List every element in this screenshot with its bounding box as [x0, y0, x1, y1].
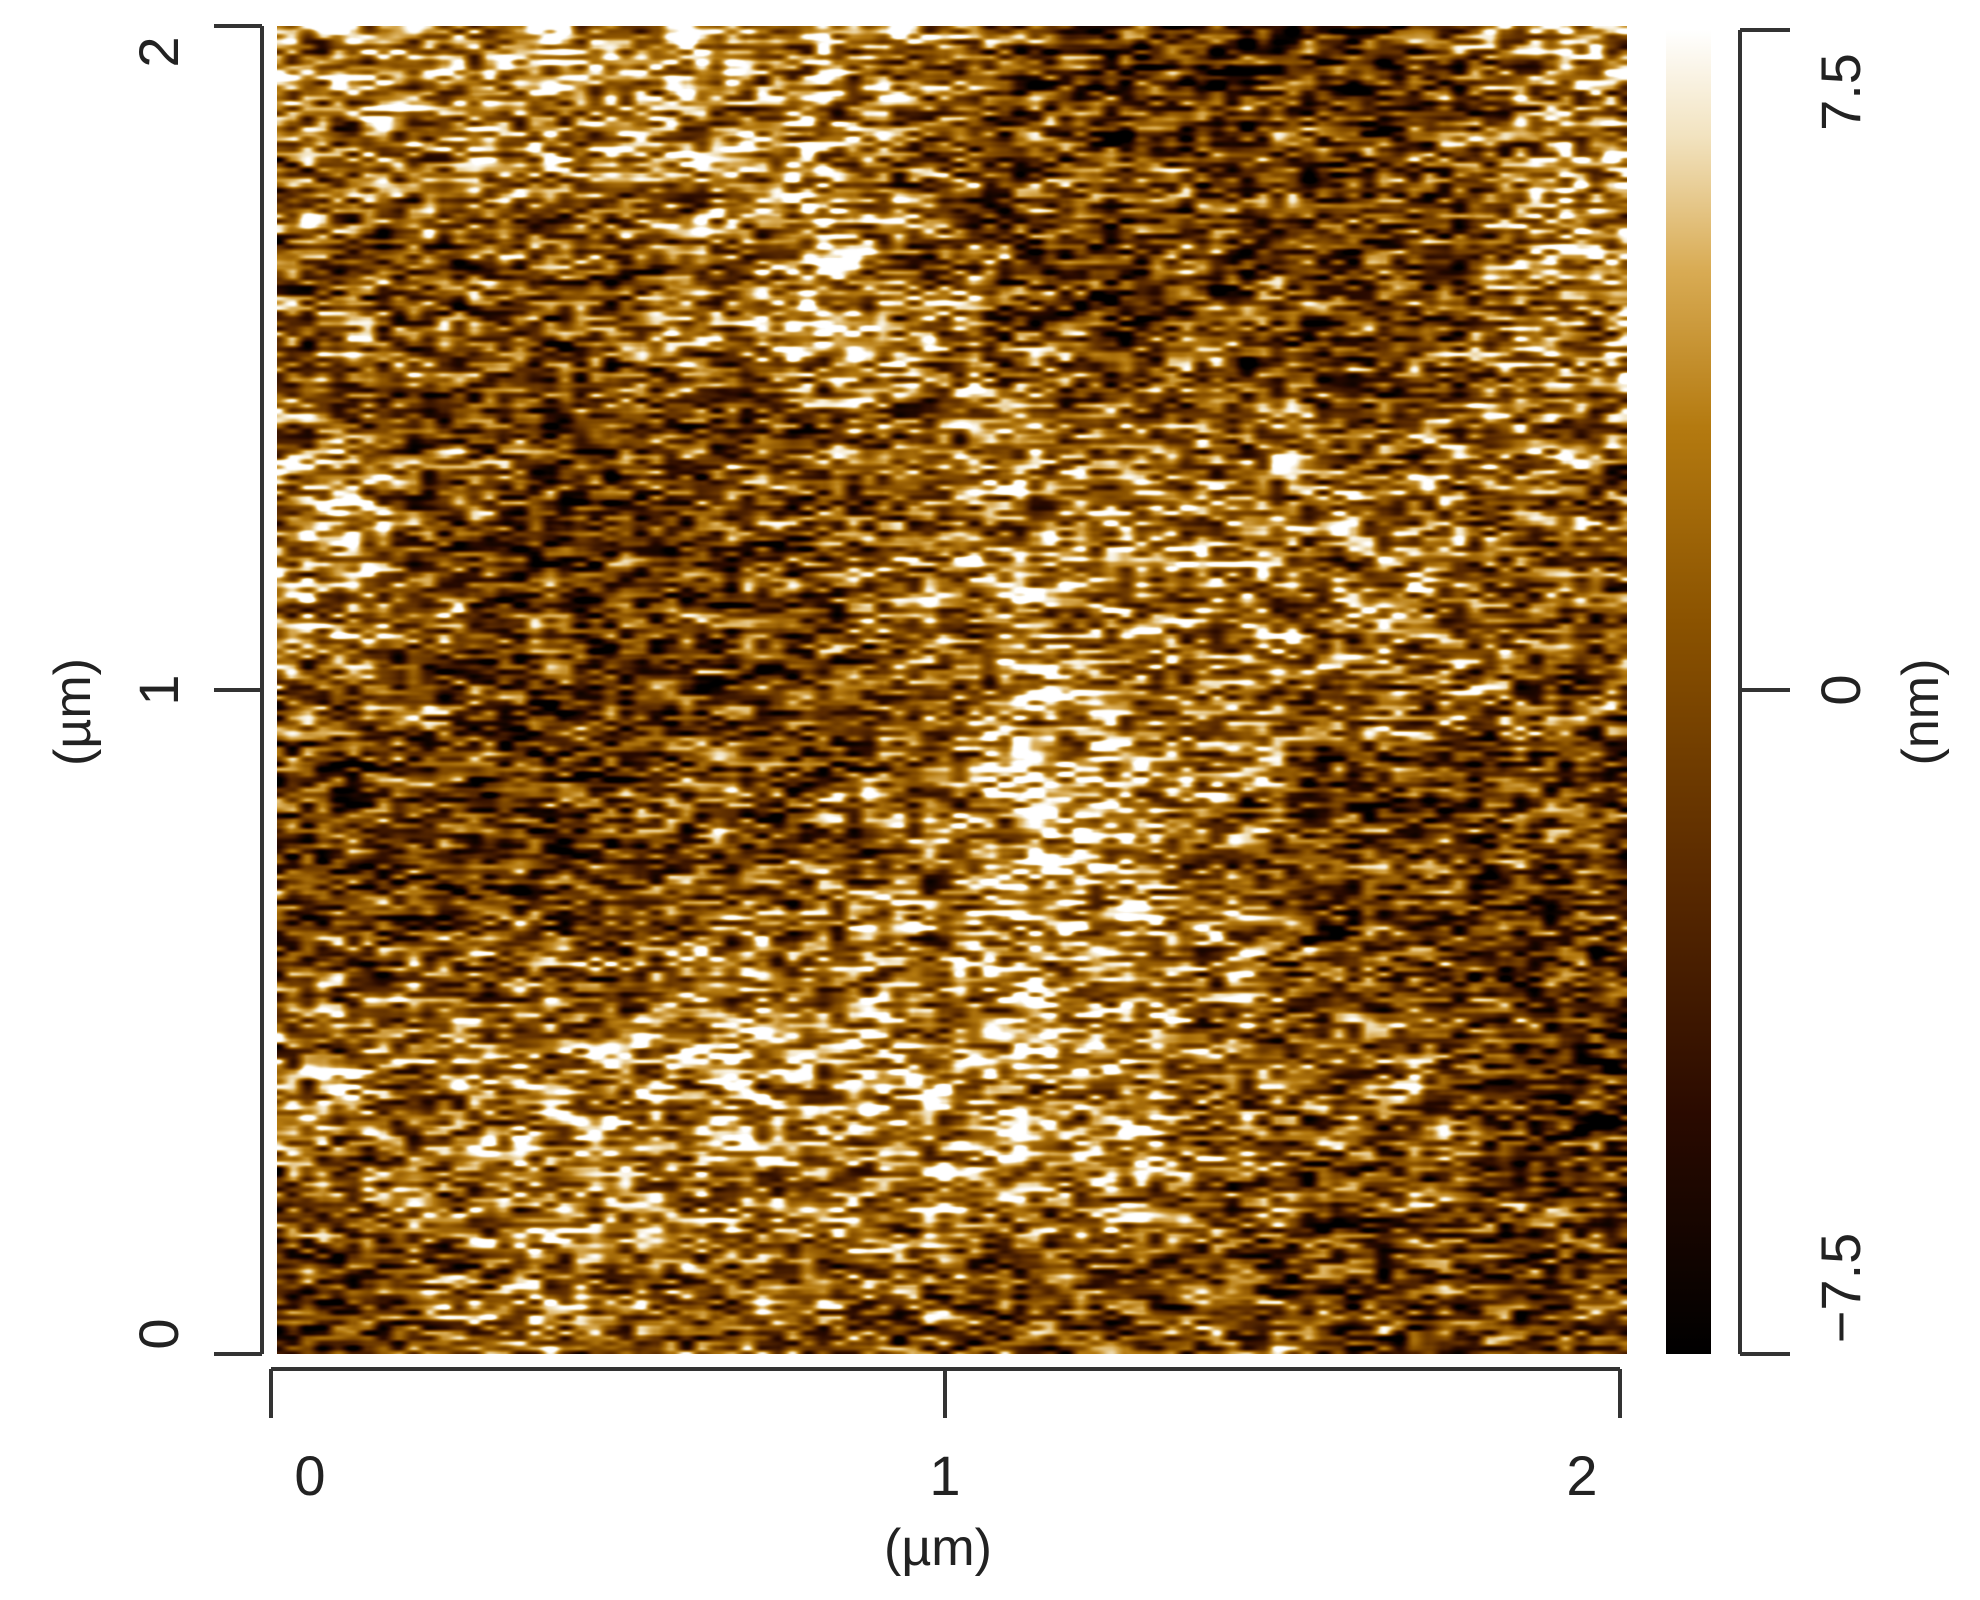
x-tick-1: 1 [929, 1444, 960, 1507]
colorbar-axis [1738, 28, 1790, 1356]
y-tick-1: 1 [127, 674, 190, 705]
y-tick-2: 2 [127, 36, 190, 67]
colorbar-tick-max: 7.5 [1809, 53, 1872, 131]
x-axis-unit: (µm) [884, 1519, 992, 1577]
y-axis [214, 24, 264, 1356]
x-tick-2: 2 [1566, 1444, 1597, 1507]
x-axis [269, 1367, 1622, 1418]
colorbar [1666, 30, 1711, 1354]
x-tick-0: 0 [294, 1444, 325, 1507]
y-axis-unit: (µm) [44, 658, 102, 766]
y-tick-0: 0 [127, 1318, 190, 1349]
height-map-image [277, 26, 1627, 1354]
colorbar-unit: (nm) [1892, 659, 1950, 766]
colorbar-tick-min: −7.5 [1809, 1233, 1872, 1344]
colorbar-tick-zero: 0 [1809, 674, 1872, 705]
